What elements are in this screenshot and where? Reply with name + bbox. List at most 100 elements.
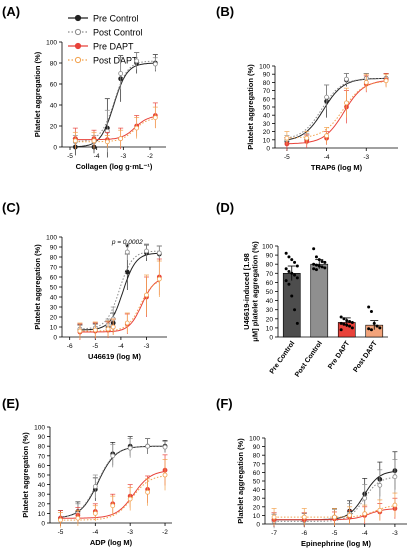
y-tick-label: 50	[266, 289, 274, 296]
y-axis-label-line: U46619-induced [1.98	[242, 253, 251, 330]
y-tick-label: 70	[253, 461, 261, 468]
y-axis-label: Platelet aggregation (%)	[21, 432, 30, 518]
y-tick-label: 100	[46, 40, 57, 47]
data-point	[377, 482, 383, 488]
y-tick-label: 100	[46, 235, 57, 242]
y-tick-label: 100	[259, 64, 270, 71]
series-curve	[286, 81, 387, 139]
y-tick-label: 0	[53, 335, 57, 342]
x-tick-label: -4	[362, 530, 368, 537]
bar-point	[320, 265, 324, 269]
data-point	[324, 94, 329, 100]
y-tick-label: 60	[253, 470, 261, 477]
bar-point	[284, 267, 288, 271]
x-tick-label: -3	[363, 154, 369, 161]
y-tick-label: 70	[50, 265, 58, 272]
y-tick-label: 30	[263, 121, 271, 128]
panel-label: (C)	[2, 200, 20, 215]
y-tick-label: 30	[50, 305, 58, 312]
x-category-label: Pre Control	[269, 340, 297, 375]
bar-point	[312, 247, 316, 251]
y-tick-label: 60	[50, 275, 58, 282]
data-point	[392, 502, 398, 508]
y-tick-label: 50	[38, 473, 46, 480]
data-point	[92, 327, 98, 333]
bar-point	[317, 258, 321, 262]
data-point	[124, 320, 130, 326]
bar-point	[345, 319, 349, 323]
series-post-dapt	[271, 492, 398, 526]
bar-point	[342, 322, 346, 326]
x-tick-label: -5	[58, 529, 64, 536]
legend-label: Post Control	[93, 28, 143, 38]
x-tick-label: -5	[332, 530, 338, 537]
data-point	[152, 115, 158, 120]
panel-d: (D)0102030405060708090100U46619-induced …	[216, 200, 388, 379]
data-point	[124, 249, 130, 255]
data-point	[162, 444, 168, 450]
x-axis-label: TRAP6 (log M)	[311, 163, 363, 172]
data-point	[145, 489, 151, 495]
legend: Pre Control Post Control Pre DAPT Post DAPT	[68, 14, 143, 66]
data-point	[363, 80, 369, 85]
bar-point	[284, 251, 288, 255]
y-tick-label: 0	[53, 145, 57, 152]
data-point	[332, 514, 337, 520]
legend-marker	[74, 56, 82, 64]
bar-point	[317, 264, 321, 268]
y-tick-label: 30	[253, 496, 261, 503]
data-point	[144, 292, 149, 298]
y-tick-label: 60	[263, 96, 271, 103]
bar-point	[348, 324, 352, 328]
bar-point	[314, 263, 318, 267]
data-point	[110, 324, 116, 330]
data-point	[344, 76, 349, 82]
data-point	[301, 514, 307, 520]
data-point	[145, 443, 151, 449]
panel-label: (D)	[216, 200, 234, 215]
bar-point	[293, 273, 297, 277]
data-point	[134, 125, 140, 131]
y-axis-label-line: μM] platelet aggregation (%)	[250, 241, 259, 342]
series-curve	[286, 77, 387, 141]
y-tick-label: 10	[263, 137, 271, 144]
data-point	[110, 453, 116, 459]
series-curve	[79, 250, 160, 330]
series-post-dapt	[57, 459, 168, 528]
y-tick-label: 10	[253, 513, 261, 520]
bar-point	[314, 268, 318, 272]
bar-point	[312, 267, 316, 271]
panel-a: (A) 0 20 40 60 80 100 Platelet aggregation (%) -…	[2, 4, 166, 171]
data-point	[271, 514, 277, 520]
annotation: *	[125, 242, 130, 254]
x-tick-label: -3	[144, 343, 150, 350]
y-tick-label: 90	[50, 245, 58, 252]
y-tick-label: 80	[266, 262, 274, 269]
legend-marker	[74, 28, 82, 36]
y-tick-label: 0	[269, 335, 273, 342]
x-category-label: Post DAPT	[352, 340, 379, 374]
bar-point	[369, 328, 373, 332]
data-point	[324, 133, 329, 139]
data-point	[105, 326, 111, 332]
data-point	[362, 511, 368, 517]
panel-label: (B)	[216, 4, 234, 19]
y-tick-label: 50	[253, 479, 261, 486]
y-tick-label: 100	[34, 425, 45, 432]
y-tick-label: 40	[266, 298, 274, 305]
series-curve	[286, 80, 387, 145]
data-point	[162, 472, 168, 478]
legend-marker	[74, 14, 82, 22]
data-point	[362, 495, 368, 501]
series-post-dapt	[72, 106, 158, 150]
bar-point	[293, 308, 297, 312]
bar-point	[339, 315, 343, 319]
x-tick-label: -5	[67, 153, 73, 160]
x-tick-label: -6	[67, 343, 73, 350]
x-tick-label: -3	[127, 529, 133, 536]
bar-point	[287, 269, 291, 273]
y-tick-label: 40	[253, 487, 261, 494]
data-point	[72, 138, 78, 144]
